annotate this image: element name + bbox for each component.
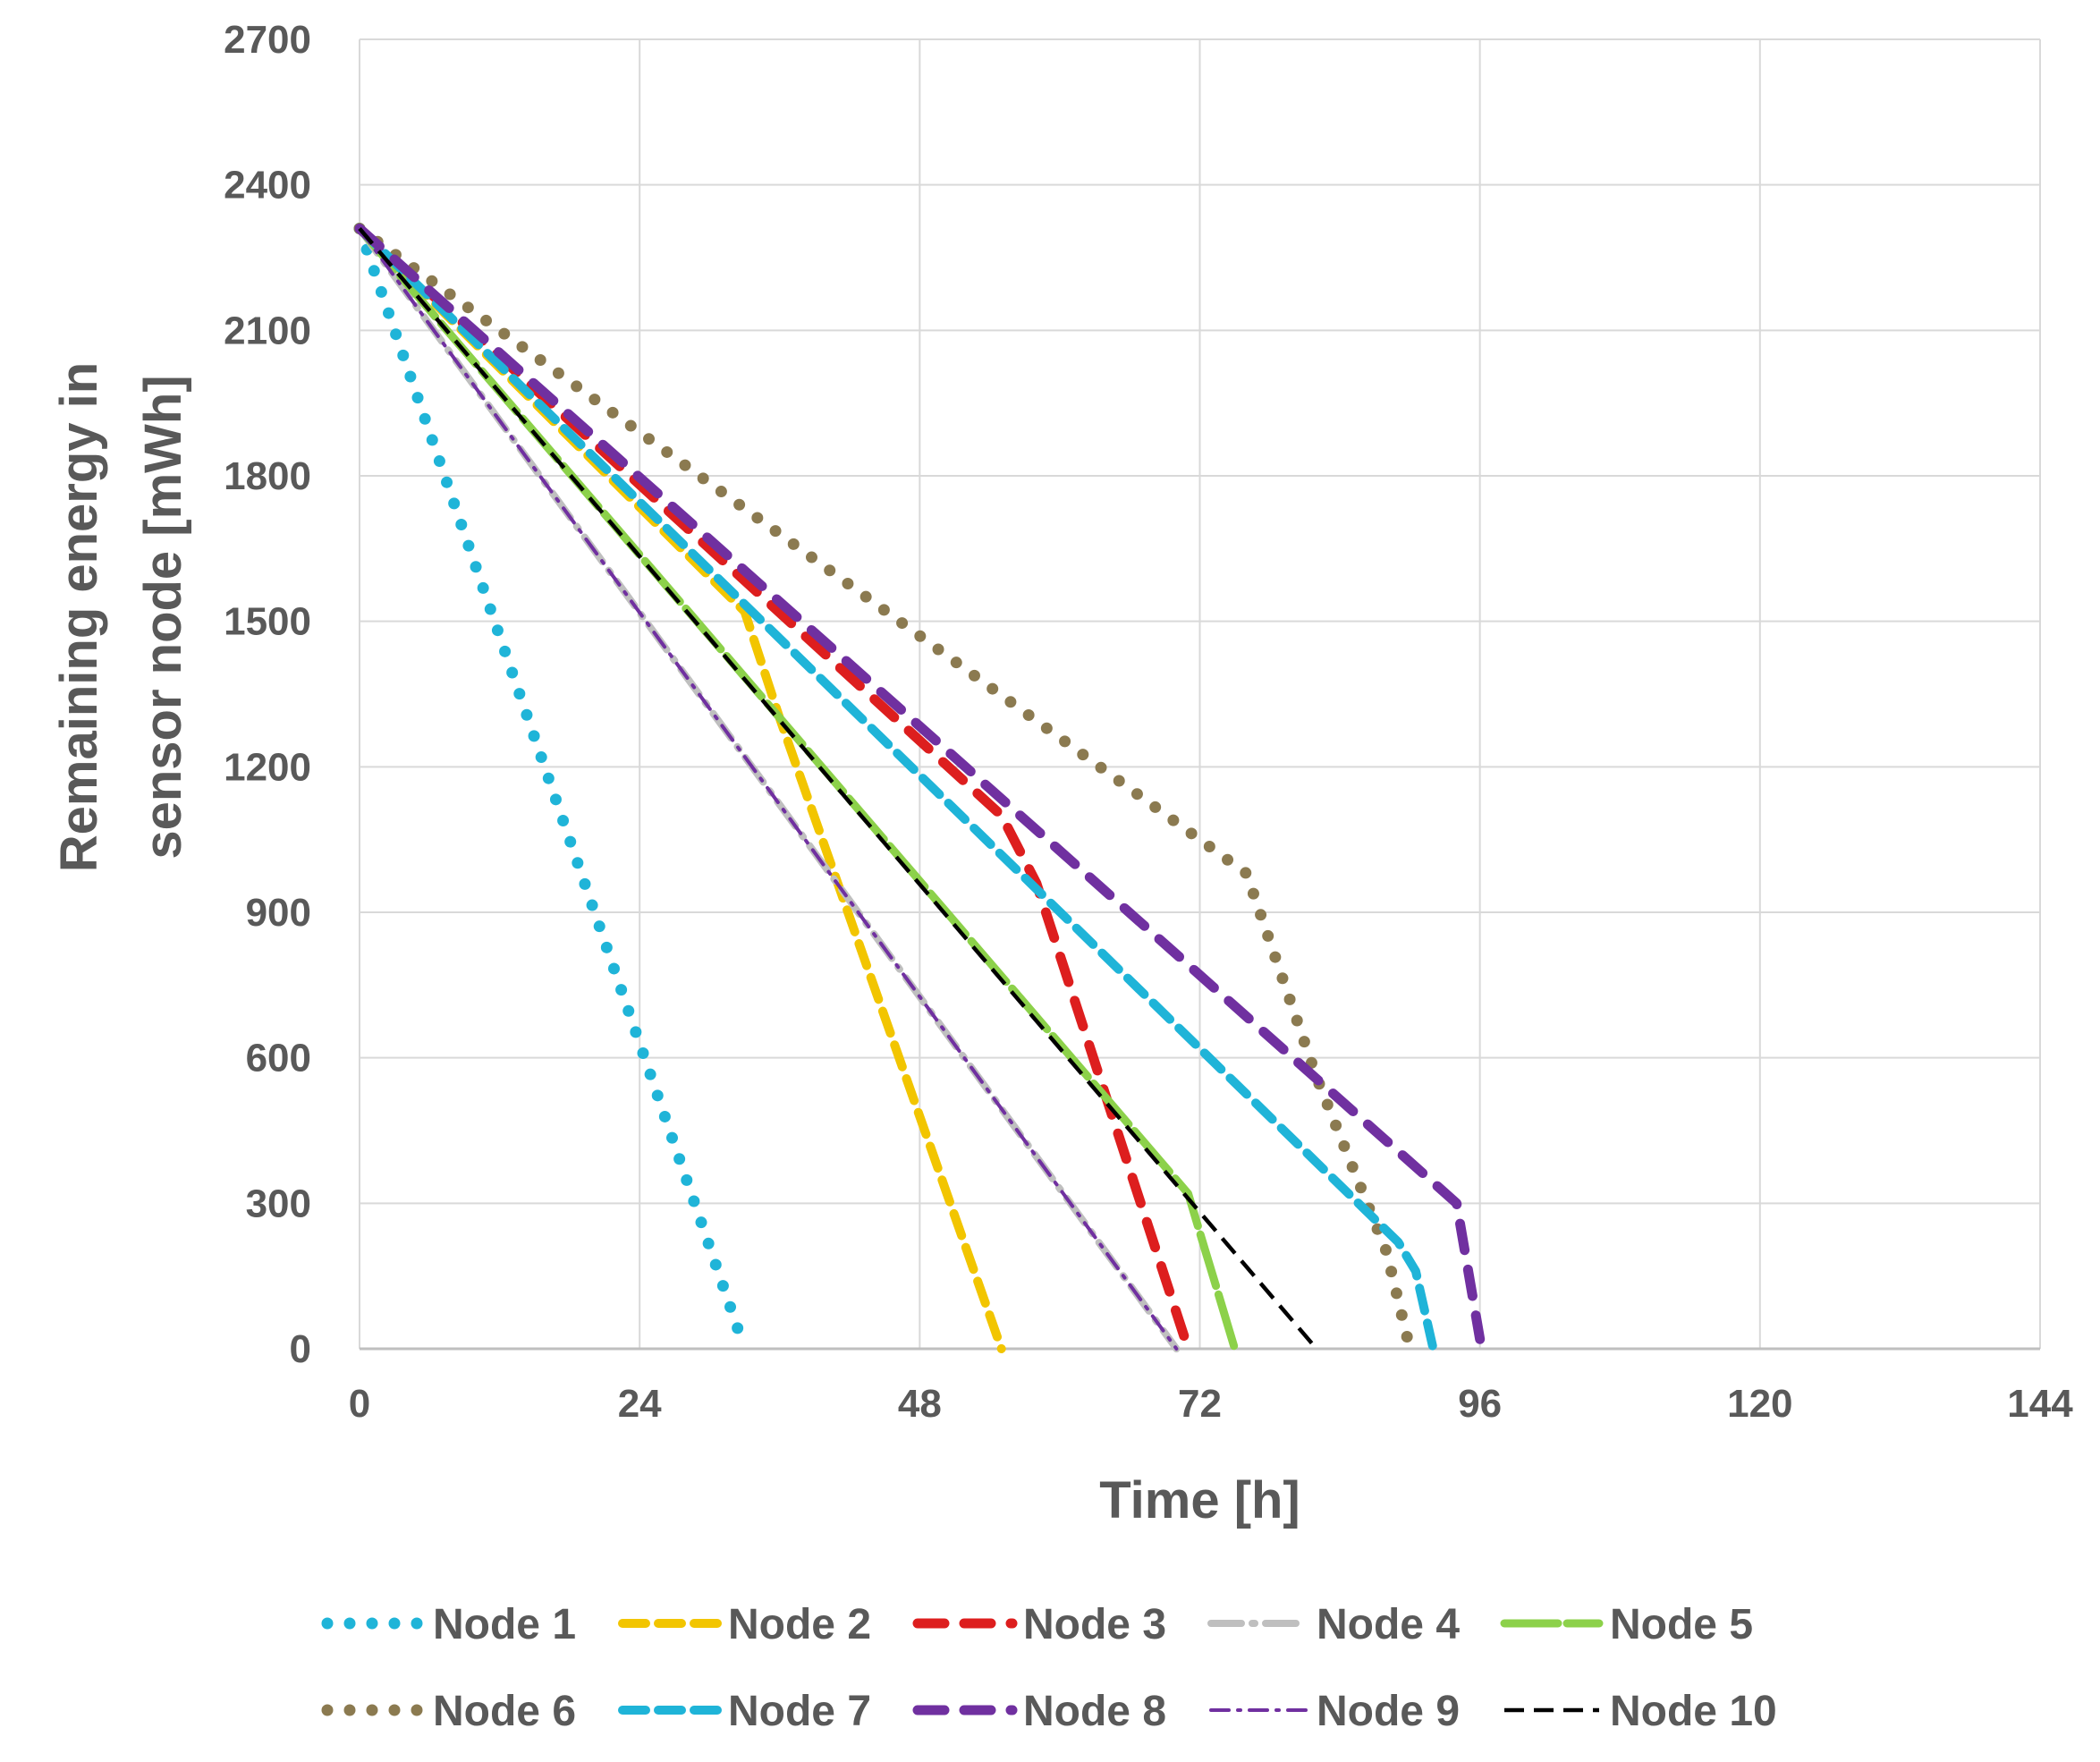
y-tick-label-5: 1500 bbox=[224, 600, 311, 644]
x-tick-label-3: 72 bbox=[1178, 1382, 1222, 1426]
legend-item-node-2: Node 2 bbox=[618, 1601, 871, 1648]
legend-item-node-3: Node 3 bbox=[912, 1601, 1166, 1648]
series-line-node-9 bbox=[358, 226, 1179, 1351]
axis-titles: Time [h] Remaining energy in sensor node [… bbox=[50, 362, 1300, 1529]
x-tick-label-0: 0 bbox=[349, 1382, 370, 1426]
legend-item-node-10: Node 10 bbox=[1504, 1688, 1777, 1735]
series-line-node-5 bbox=[355, 224, 1240, 1353]
legend-item-node-7: Node 7 bbox=[618, 1688, 871, 1735]
legend-label-node-1: Node 1 bbox=[433, 1601, 576, 1648]
y-axis-title-line-1: Remaining energy in bbox=[50, 362, 108, 872]
x-tick-label-4: 96 bbox=[1458, 1382, 1502, 1426]
y-tick-label-6: 1800 bbox=[224, 454, 311, 498]
legend-label-node-10: Node 10 bbox=[1610, 1688, 1777, 1735]
legend-label-node-6: Node 6 bbox=[433, 1688, 576, 1735]
series-line-node-2 bbox=[355, 224, 1006, 1353]
legend-item-node-8: Node 8 bbox=[912, 1688, 1166, 1735]
legend-label-node-9: Node 9 bbox=[1317, 1688, 1460, 1735]
x-tick-label-6: 144 bbox=[2007, 1382, 2073, 1426]
series-line-node-10 bbox=[358, 227, 1318, 1351]
y-tick-label-2: 600 bbox=[246, 1037, 311, 1080]
legend-label-node-7: Node 7 bbox=[728, 1688, 871, 1735]
y-tick-label-3: 900 bbox=[246, 891, 311, 935]
x-tick-label-1: 24 bbox=[618, 1382, 662, 1426]
x-tick-label-5: 120 bbox=[1727, 1382, 1792, 1426]
legend-item-node-4: Node 4 bbox=[1207, 1601, 1460, 1648]
legend-item-node-9: Node 9 bbox=[1209, 1688, 1460, 1735]
legend-label-node-2: Node 2 bbox=[728, 1601, 871, 1648]
y-tick-label-0: 0 bbox=[290, 1327, 311, 1371]
y-tick-label-7: 2100 bbox=[224, 309, 311, 352]
x-axis-title: Time [h] bbox=[1099, 1471, 1300, 1529]
x-tick-label-2: 48 bbox=[898, 1382, 942, 1426]
y-tick-label-4: 1200 bbox=[224, 745, 311, 789]
series-line-node-7 bbox=[355, 224, 1438, 1353]
series-line-node-3 bbox=[354, 224, 1193, 1354]
y-axis-title-line-2: sensor node [mWh] bbox=[134, 375, 192, 859]
legend-label-node-4: Node 4 bbox=[1317, 1601, 1460, 1648]
y-tick-label-9: 2700 bbox=[224, 18, 311, 62]
series-line-node-8 bbox=[354, 224, 1486, 1344]
y-tick-label-1: 300 bbox=[246, 1182, 311, 1225]
series-line-node-1 bbox=[353, 223, 751, 1355]
legend-item-node-5: Node 5 bbox=[1500, 1601, 1753, 1648]
legend-item-node-6: Node 6 bbox=[321, 1688, 576, 1735]
legend-label-node-8: Node 8 bbox=[1023, 1688, 1166, 1735]
legend: Node 1 Node 2 Node 3 Node 4 Node 5 Node 6 Node… bbox=[321, 1601, 1777, 1735]
series-line-node-6 bbox=[353, 223, 1416, 1355]
grid-lines bbox=[359, 38, 2041, 1351]
y-tick-label-8: 2400 bbox=[224, 164, 311, 208]
legend-label-node-3: Node 3 bbox=[1023, 1601, 1166, 1648]
legend-item-node-1: Node 1 bbox=[321, 1601, 576, 1648]
tick-labels: 0 24 48 72 96 120 144 0 300 600 900 1200 1500 1800 210… bbox=[224, 18, 2073, 1426]
series-lines bbox=[353, 223, 1486, 1355]
legend-label-node-5: Node 5 bbox=[1610, 1601, 1753, 1648]
